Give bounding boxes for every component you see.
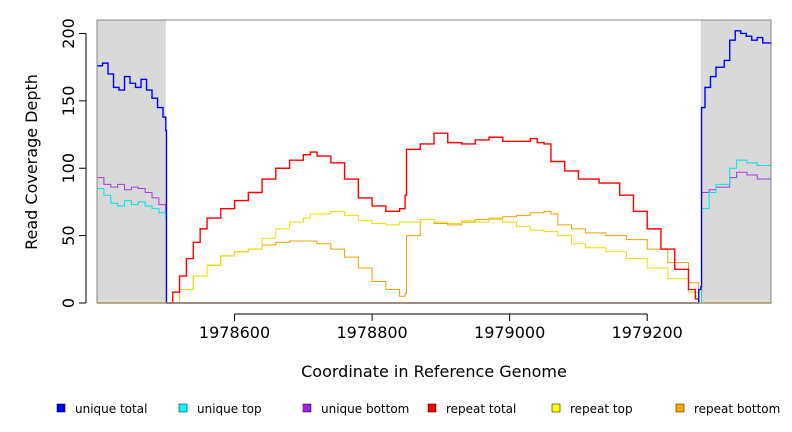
legend-label: unique bottom — [321, 402, 409, 416]
shaded-region-1 — [700, 20, 771, 303]
legend-item-unique-top: unique top — [178, 402, 262, 416]
series-unique-top — [97, 159, 772, 304]
legend: unique total unique top unique bottom repea… — [56, 402, 780, 416]
x-axis-title: Coordinate in Reference Genome — [301, 362, 567, 381]
series-repeat-bottom — [165, 210, 700, 304]
legend-label: repeat top — [570, 402, 633, 416]
x-axis: 1978600 1978800 1979000 1979200 — [199, 313, 683, 342]
y-tick-label-200: 200 — [59, 18, 78, 49]
legend-label: repeat total — [446, 402, 516, 416]
legend-label: unique top — [197, 402, 262, 416]
legend-item-unique-bottom: unique bottom — [302, 402, 409, 416]
legend-swatch — [178, 403, 188, 413]
legend-swatch — [427, 403, 437, 413]
series-unique-bottom — [97, 171, 772, 304]
series-repeat-total — [165, 132, 700, 304]
legend-item-repeat-top: repeat top — [551, 402, 633, 416]
shaded-regions — [97, 20, 771, 303]
legend-swatch — [551, 403, 561, 413]
legend-item-repeat-total: repeat total — [427, 402, 516, 416]
y-tick-label-0: 0 — [59, 298, 78, 308]
legend-swatch — [675, 403, 685, 413]
plot-frame — [96, 19, 772, 304]
x-tick-label-1979000: 1979000 — [474, 323, 545, 342]
x-tick-label-1978600: 1978600 — [199, 323, 270, 342]
y-axis: 0 50 100 150 200 — [59, 18, 87, 308]
series-layer — [97, 30, 772, 304]
legend-item-unique-total: unique total — [56, 402, 147, 416]
y-tick-label-100: 100 — [59, 153, 78, 184]
legend-label: repeat bottom — [694, 402, 780, 416]
y-tick-label-50: 50 — [59, 225, 78, 245]
legend-item-repeat-bottom: repeat bottom — [675, 402, 780, 416]
legend-label: unique total — [75, 402, 147, 416]
x-tick-label-1978800: 1978800 — [336, 323, 407, 342]
y-axis-title: Read Coverage Depth — [22, 74, 41, 250]
series-repeat-top — [165, 210, 700, 304]
legend-swatch — [302, 403, 312, 413]
legend-swatch — [56, 403, 66, 413]
x-tick-label-1979200: 1979200 — [612, 323, 683, 342]
y-tick-label-150: 150 — [59, 86, 78, 117]
